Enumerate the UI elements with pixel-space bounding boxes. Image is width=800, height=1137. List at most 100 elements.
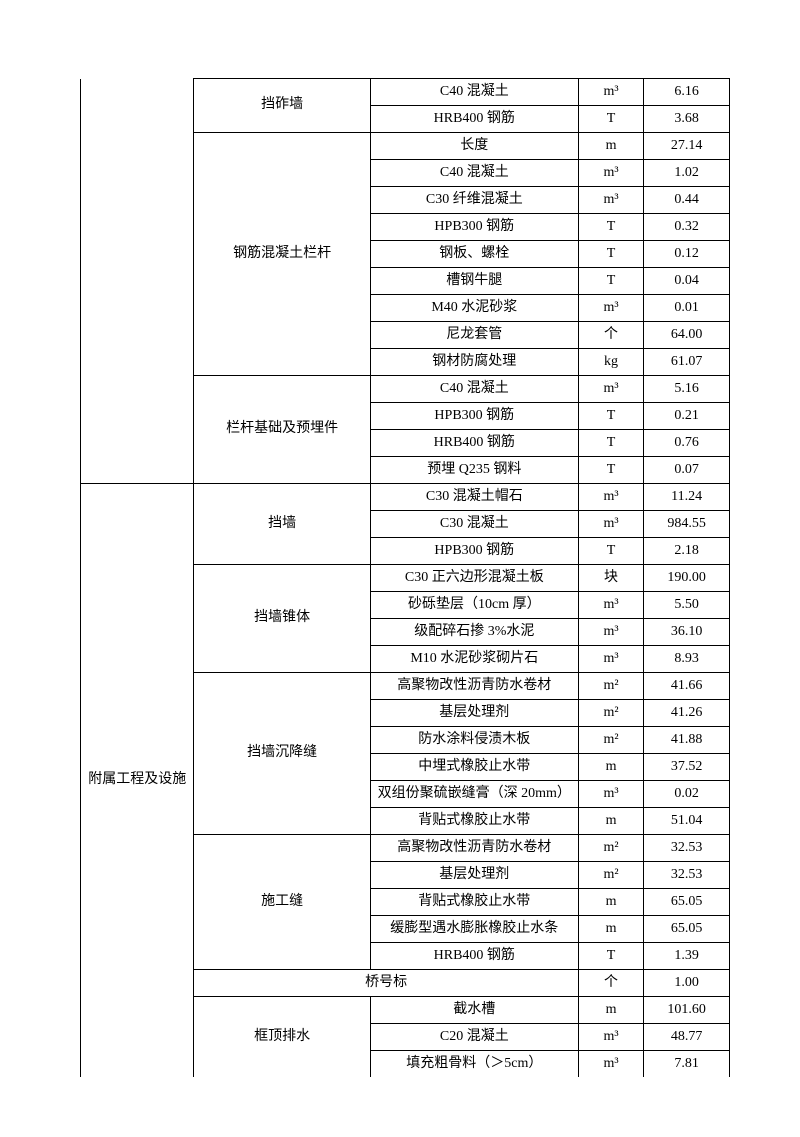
unit-cell: m xyxy=(578,754,644,781)
item-cell: C40 混凝土 xyxy=(370,376,578,403)
qty-cell: 3.68 xyxy=(644,106,730,133)
item-cell: 中埋式橡胶止水带 xyxy=(370,754,578,781)
qty-cell: 2.18 xyxy=(644,538,730,565)
unit-cell: m² xyxy=(578,727,644,754)
subcategory-cell: 挡砟墙 xyxy=(194,79,370,133)
qty-cell: 65.05 xyxy=(644,916,730,943)
qty-cell: 32.53 xyxy=(644,862,730,889)
item-cell: 填充粗骨料（＞5cm） xyxy=(370,1051,578,1078)
item-cell: 背贴式橡胶止水带 xyxy=(370,889,578,916)
item-cell: 级配碎石掺 3%水泥 xyxy=(370,619,578,646)
unit-cell: m³ xyxy=(578,1024,644,1051)
item-cell: HPB300 钢筋 xyxy=(370,214,578,241)
item-cell: HPB300 钢筋 xyxy=(370,538,578,565)
item-cell: 高聚物改性沥青防水卷材 xyxy=(370,835,578,862)
item-cell: 尼龙套管 xyxy=(370,322,578,349)
item-cell: C40 混凝土 xyxy=(370,79,578,106)
qty-cell: 27.14 xyxy=(644,133,730,160)
category-cell xyxy=(81,79,194,484)
qty-cell: 0.02 xyxy=(644,781,730,808)
unit-cell: m² xyxy=(578,673,644,700)
unit-cell: m xyxy=(578,133,644,160)
qty-cell: 1.39 xyxy=(644,943,730,970)
subcategory-cell: 挡墙沉降缝 xyxy=(194,673,370,835)
item-cell: HRB400 钢筋 xyxy=(370,430,578,457)
item-cell: 双组份聚硫嵌缝膏（深 20mm） xyxy=(370,781,578,808)
qty-cell: 36.10 xyxy=(644,619,730,646)
unit-cell: T xyxy=(578,268,644,295)
qty-cell: 0.21 xyxy=(644,403,730,430)
unit-cell: m³ xyxy=(578,376,644,403)
item-cell: 槽钢牛腿 xyxy=(370,268,578,295)
unit-cell: 个 xyxy=(578,322,644,349)
item-cell: C30 混凝土 xyxy=(370,511,578,538)
unit-cell: T xyxy=(578,430,644,457)
item-cell: HRB400 钢筋 xyxy=(370,106,578,133)
item-cell: 截水槽 xyxy=(370,997,578,1024)
unit-cell: 个 xyxy=(578,970,644,997)
unit-cell: m³ xyxy=(578,511,644,538)
category-cell: 附属工程及设施 xyxy=(81,484,194,1078)
item-cell: M10 水泥砂浆砌片石 xyxy=(370,646,578,673)
item-cell: C20 混凝土 xyxy=(370,1024,578,1051)
item-cell: C30 混凝土帽石 xyxy=(370,484,578,511)
subcategory-cell: 桥号标 xyxy=(194,970,578,997)
qty-cell: 51.04 xyxy=(644,808,730,835)
unit-cell: T xyxy=(578,457,644,484)
qty-cell: 61.07 xyxy=(644,349,730,376)
item-cell: M40 水泥砂浆 xyxy=(370,295,578,322)
qty-cell: 8.93 xyxy=(644,646,730,673)
subcategory-cell: 挡墙 xyxy=(194,484,370,565)
qty-cell: 37.52 xyxy=(644,754,730,781)
qty-cell: 0.04 xyxy=(644,268,730,295)
qty-cell: 7.81 xyxy=(644,1051,730,1078)
item-cell: 防水涂料侵渍木板 xyxy=(370,727,578,754)
qty-cell: 984.55 xyxy=(644,511,730,538)
qty-cell: 1.02 xyxy=(644,160,730,187)
item-cell: 长度 xyxy=(370,133,578,160)
qty-cell: 0.44 xyxy=(644,187,730,214)
item-cell: C40 混凝土 xyxy=(370,160,578,187)
qty-cell: 190.00 xyxy=(644,565,730,592)
qty-cell: 0.12 xyxy=(644,241,730,268)
unit-cell: m³ xyxy=(578,781,644,808)
unit-cell: m³ xyxy=(578,187,644,214)
item-cell: 基层处理剂 xyxy=(370,862,578,889)
qty-cell: 48.77 xyxy=(644,1024,730,1051)
item-cell: C30 纤维混凝土 xyxy=(370,187,578,214)
qty-cell: 5.16 xyxy=(644,376,730,403)
unit-cell: m³ xyxy=(578,79,644,106)
qty-cell: 11.24 xyxy=(644,484,730,511)
qty-cell: 5.50 xyxy=(644,592,730,619)
item-cell: 砂砾垫层（10cm 厚） xyxy=(370,592,578,619)
subcategory-cell: 挡墙锥体 xyxy=(194,565,370,673)
unit-cell: m xyxy=(578,889,644,916)
unit-cell: m³ xyxy=(578,592,644,619)
unit-cell: T xyxy=(578,538,644,565)
unit-cell: T xyxy=(578,943,644,970)
item-cell: 预埋 Q235 钢料 xyxy=(370,457,578,484)
qty-cell: 65.05 xyxy=(644,889,730,916)
item-cell: 高聚物改性沥青防水卷材 xyxy=(370,673,578,700)
qty-cell: 32.53 xyxy=(644,835,730,862)
qty-cell: 0.01 xyxy=(644,295,730,322)
qty-cell: 41.66 xyxy=(644,673,730,700)
unit-cell: m³ xyxy=(578,484,644,511)
subcategory-cell: 框顶排水 xyxy=(194,997,370,1078)
qty-cell: 101.60 xyxy=(644,997,730,1024)
qty-cell: 1.00 xyxy=(644,970,730,997)
unit-cell: m xyxy=(578,997,644,1024)
unit-cell: m³ xyxy=(578,1051,644,1078)
unit-cell: T xyxy=(578,241,644,268)
unit-cell: m³ xyxy=(578,619,644,646)
qty-cell: 6.16 xyxy=(644,79,730,106)
unit-cell: T xyxy=(578,106,644,133)
subcategory-cell: 钢筋混凝土栏杆 xyxy=(194,133,370,376)
qty-cell: 0.32 xyxy=(644,214,730,241)
unit-cell: m³ xyxy=(578,295,644,322)
unit-cell: m xyxy=(578,808,644,835)
table-row: 附属工程及设施挡墙C30 混凝土帽石m³11.24 xyxy=(81,484,730,511)
unit-cell: T xyxy=(578,403,644,430)
item-cell: 钢板、螺栓 xyxy=(370,241,578,268)
qty-cell: 41.26 xyxy=(644,700,730,727)
